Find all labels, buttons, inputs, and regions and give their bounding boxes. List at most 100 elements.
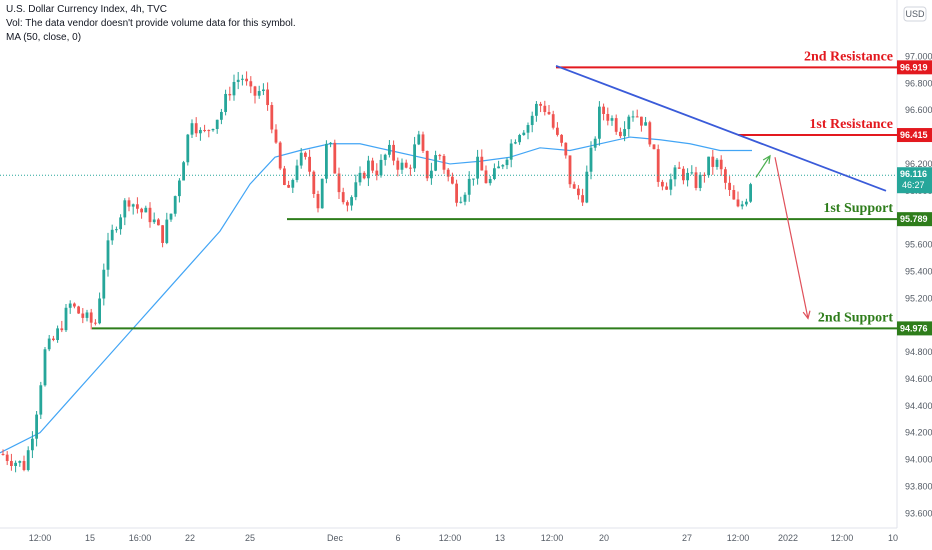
candle-body [472,178,475,180]
candle-body [430,170,433,179]
candle-body [291,179,295,188]
candle-body [106,240,110,270]
candle-body [161,225,164,243]
candle-body [463,194,467,202]
resistance-price-tag-text: 96.415 [900,130,928,140]
candle-body [144,207,148,213]
y-tick-label: 97.000 [905,51,932,61]
volume-note: Vol: The data vendor doesn't provide vol… [6,18,296,29]
candle-body [194,123,198,134]
x-tick-label: Dec [327,533,344,543]
candle-body [270,105,274,130]
candle-body [467,178,471,195]
candle-body [606,113,610,121]
resistance-price-tag-text: 96.919 [900,62,928,72]
candle-body [266,89,269,106]
candle-body [148,207,152,223]
currency-button[interactable]: USD [903,6,927,22]
candle-body [178,180,181,197]
y-tick-label: 95.400 [905,266,932,276]
candle-body [585,171,589,203]
candle-body [22,461,26,471]
candle-body [598,106,601,139]
candle-body [698,174,702,188]
candle-body [236,79,240,82]
candle-body [547,111,551,115]
x-tick-label: 16:00 [129,533,152,543]
candle-body [635,116,639,118]
candle-body [308,156,311,172]
support-label: 2nd Support [818,310,893,325]
candle-body [98,298,101,324]
candle-body [215,119,219,130]
candle-body [110,229,114,241]
candle-body [686,172,689,181]
candle-body [165,219,169,243]
candle-body [409,167,412,169]
up-projection-arrow [755,155,771,178]
candle-body [568,155,572,185]
candle-body [14,462,17,466]
candle-body [665,186,668,190]
ticks-layer: 97.00096.80096.60096.40096.20096.00095.8… [29,51,932,543]
resistance-label: 1st Resistance [809,117,893,132]
support-label: 1st Support [823,201,893,216]
countdown-text: 46:27 [902,180,925,190]
candle-body [325,143,328,179]
y-tick-label: 94.400 [905,401,932,411]
candle-body [400,162,404,170]
candle-body [673,167,677,180]
candle-body [623,129,626,137]
candle-body [56,328,59,340]
candle-body [627,116,631,130]
candle-body [581,195,584,203]
candle-body [262,89,265,92]
y-tick-label: 93.800 [905,481,932,491]
candle-body [182,162,185,181]
x-tick-label: 12:00 [831,533,854,543]
levels-layer: 2nd Resistance 1st Resistance 1st Support 2… [0,49,897,330]
candle-body [274,129,278,143]
candle-body [480,156,484,171]
candle-body [169,213,173,220]
candle-body [719,159,723,170]
candle-body [232,81,236,96]
x-tick-label: 25 [245,533,255,543]
candle-body [299,152,303,166]
y-tick-label: 94.600 [905,374,932,384]
candle-body [413,144,416,169]
candle-body [35,414,38,439]
candle-body [677,167,681,169]
x-tick-label: 12:00 [439,533,462,543]
candle-body [115,229,118,231]
x-tick-label: 22 [185,533,195,543]
candle-body [736,199,740,207]
y-tick-label: 94.800 [905,347,932,357]
candle-body [81,313,85,318]
y-tick-label: 95.600 [905,240,932,250]
currency-button-label: USD [905,9,925,19]
candle-body [52,338,55,340]
candle-body [610,118,614,121]
candle-body [661,181,664,187]
x-tick-label: 2022 [778,533,798,543]
up-projection-arrowhead [762,154,771,164]
candle-body [459,201,463,203]
candle-body [509,143,513,160]
x-tick-label: 20 [599,533,609,543]
candle-body [337,173,341,193]
candle-body [619,131,622,137]
down-projection-arrow [774,157,809,319]
candle-body [73,303,76,307]
candle-body [484,170,488,184]
candle-body [157,219,160,226]
candle-body [152,219,156,223]
x-tick-label: 12:00 [29,533,52,543]
candle-body [572,184,576,189]
y-tick-label: 95.200 [905,293,932,303]
candle-body [346,202,349,206]
resistance-price-tag [897,128,932,143]
candle-body [350,197,353,206]
candle-body [669,179,673,190]
